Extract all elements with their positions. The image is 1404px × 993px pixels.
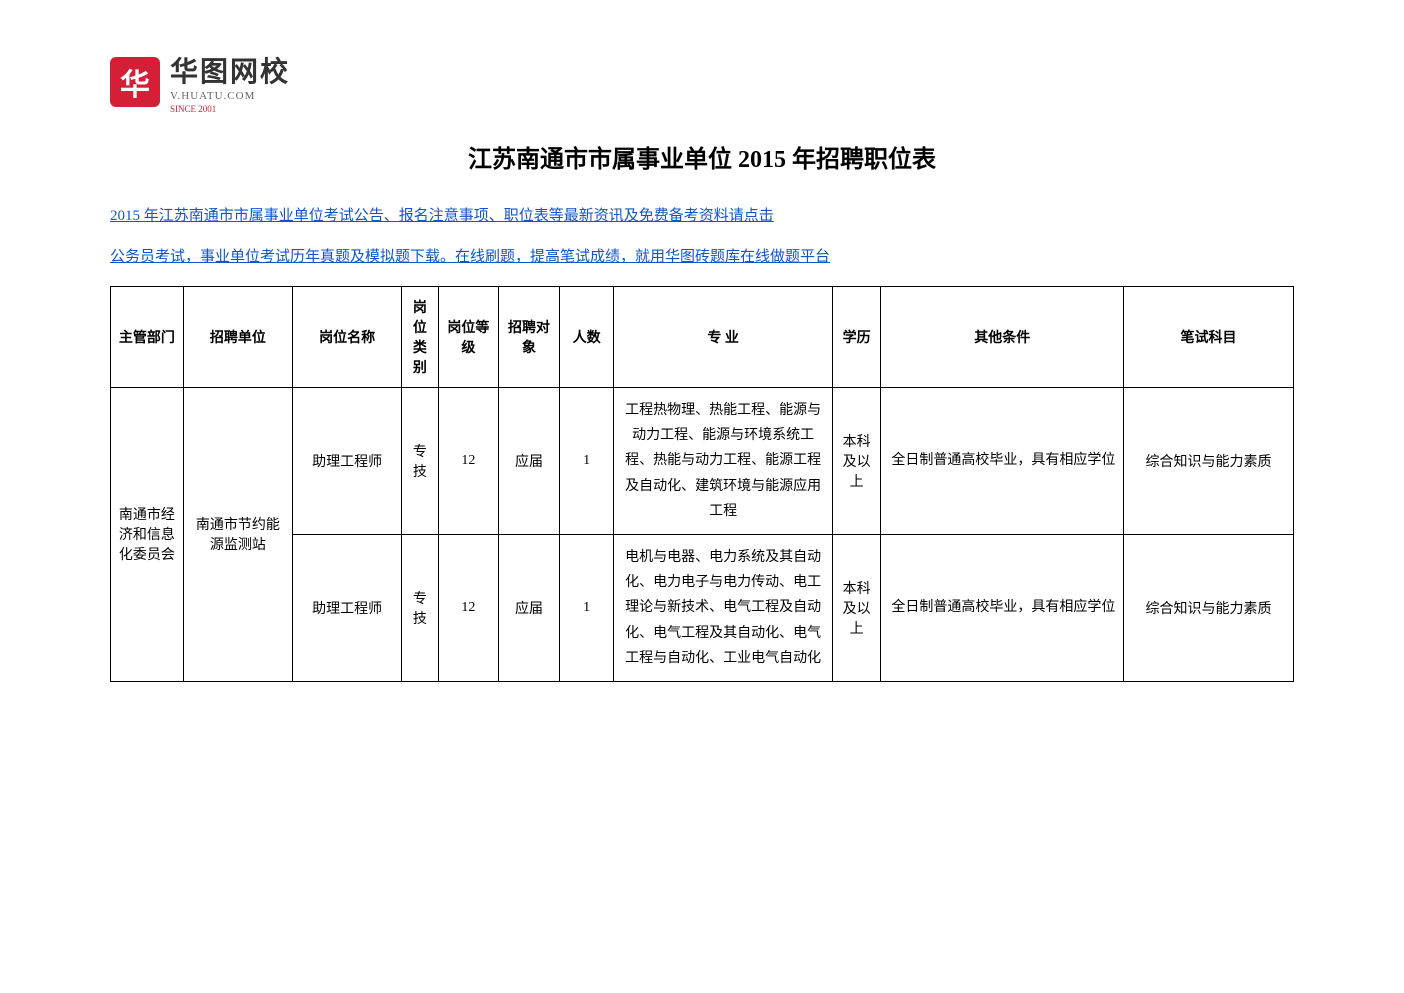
header-position: 岗位名称 bbox=[292, 287, 401, 388]
cell-dept: 南通市经济和信息化委员会 bbox=[111, 388, 184, 682]
header-target: 招聘对象 bbox=[499, 287, 560, 388]
logo-sub-text: V.HUATU.COM bbox=[170, 90, 290, 102]
logo-icon bbox=[110, 57, 160, 107]
logo-since-text: SINCE 2001 bbox=[170, 104, 290, 114]
header-level: 岗位等级 bbox=[438, 287, 499, 388]
logo-main-text: 华图网校 bbox=[170, 50, 290, 90]
recruitment-table: 主管部门 招聘单位 岗位名称 岗位类别 岗位等级 招聘对象 人数 专 业 学历 … bbox=[110, 286, 1294, 682]
header-other: 其他条件 bbox=[881, 287, 1124, 388]
cell-count: 1 bbox=[559, 388, 614, 535]
cell-category: 专技 bbox=[402, 388, 438, 535]
cell-major: 工程热物理、热能工程、能源与动力工程、能源与环境系统工程、热能与动力工程、能源工… bbox=[614, 388, 832, 535]
header-education: 学历 bbox=[832, 287, 881, 388]
cell-other: 全日制普通高校毕业，具有相应学位 bbox=[881, 534, 1124, 681]
header-major: 专 业 bbox=[614, 287, 832, 388]
cell-category: 专技 bbox=[402, 534, 438, 681]
cell-exam: 综合知识与能力素质 bbox=[1124, 388, 1294, 535]
info-link-1[interactable]: 2015 年江苏南通市市属事业单位考试公告、报名注意事项、职位表等最新资讯及免费… bbox=[110, 204, 1294, 225]
cell-unit: 南通市节约能源监测站 bbox=[183, 388, 292, 682]
header-exam: 笔试科目 bbox=[1124, 287, 1294, 388]
header-unit: 招聘单位 bbox=[183, 287, 292, 388]
cell-target: 应届 bbox=[499, 534, 560, 681]
table-row: 南通市经济和信息化委员会 南通市节约能源监测站 助理工程师 专技 12 应届 1… bbox=[111, 388, 1294, 535]
header-dept: 主管部门 bbox=[111, 287, 184, 388]
cell-level: 12 bbox=[438, 534, 499, 681]
cell-education: 本科及以上 bbox=[832, 388, 881, 535]
cell-count: 1 bbox=[559, 534, 614, 681]
cell-education: 本科及以上 bbox=[832, 534, 881, 681]
logo-text-container: 华图网校 V.HUATU.COM SINCE 2001 bbox=[170, 50, 290, 114]
cell-level: 12 bbox=[438, 388, 499, 535]
page-title: 江苏南通市市属事业单位 2015 年招聘职位表 bbox=[110, 139, 1294, 174]
header-count: 人数 bbox=[559, 287, 614, 388]
logo-container: 华图网校 V.HUATU.COM SINCE 2001 bbox=[110, 50, 1294, 114]
cell-target: 应届 bbox=[499, 388, 560, 535]
cell-exam: 综合知识与能力素质 bbox=[1124, 534, 1294, 681]
info-link-2[interactable]: 公务员考试，事业单位考试历年真题及模拟题下载。在线刷题，提高笔试成绩，就用华图砖… bbox=[110, 245, 1294, 266]
header-category: 岗位类别 bbox=[402, 287, 438, 388]
cell-major: 电机与电器、电力系统及其自动化、电力电子与电力传动、电工理论与新技术、电气工程及… bbox=[614, 534, 832, 681]
table-header-row: 主管部门 招聘单位 岗位名称 岗位类别 岗位等级 招聘对象 人数 专 业 学历 … bbox=[111, 287, 1294, 388]
cell-position: 助理工程师 bbox=[292, 534, 401, 681]
cell-position: 助理工程师 bbox=[292, 388, 401, 535]
cell-other: 全日制普通高校毕业，具有相应学位 bbox=[881, 388, 1124, 535]
